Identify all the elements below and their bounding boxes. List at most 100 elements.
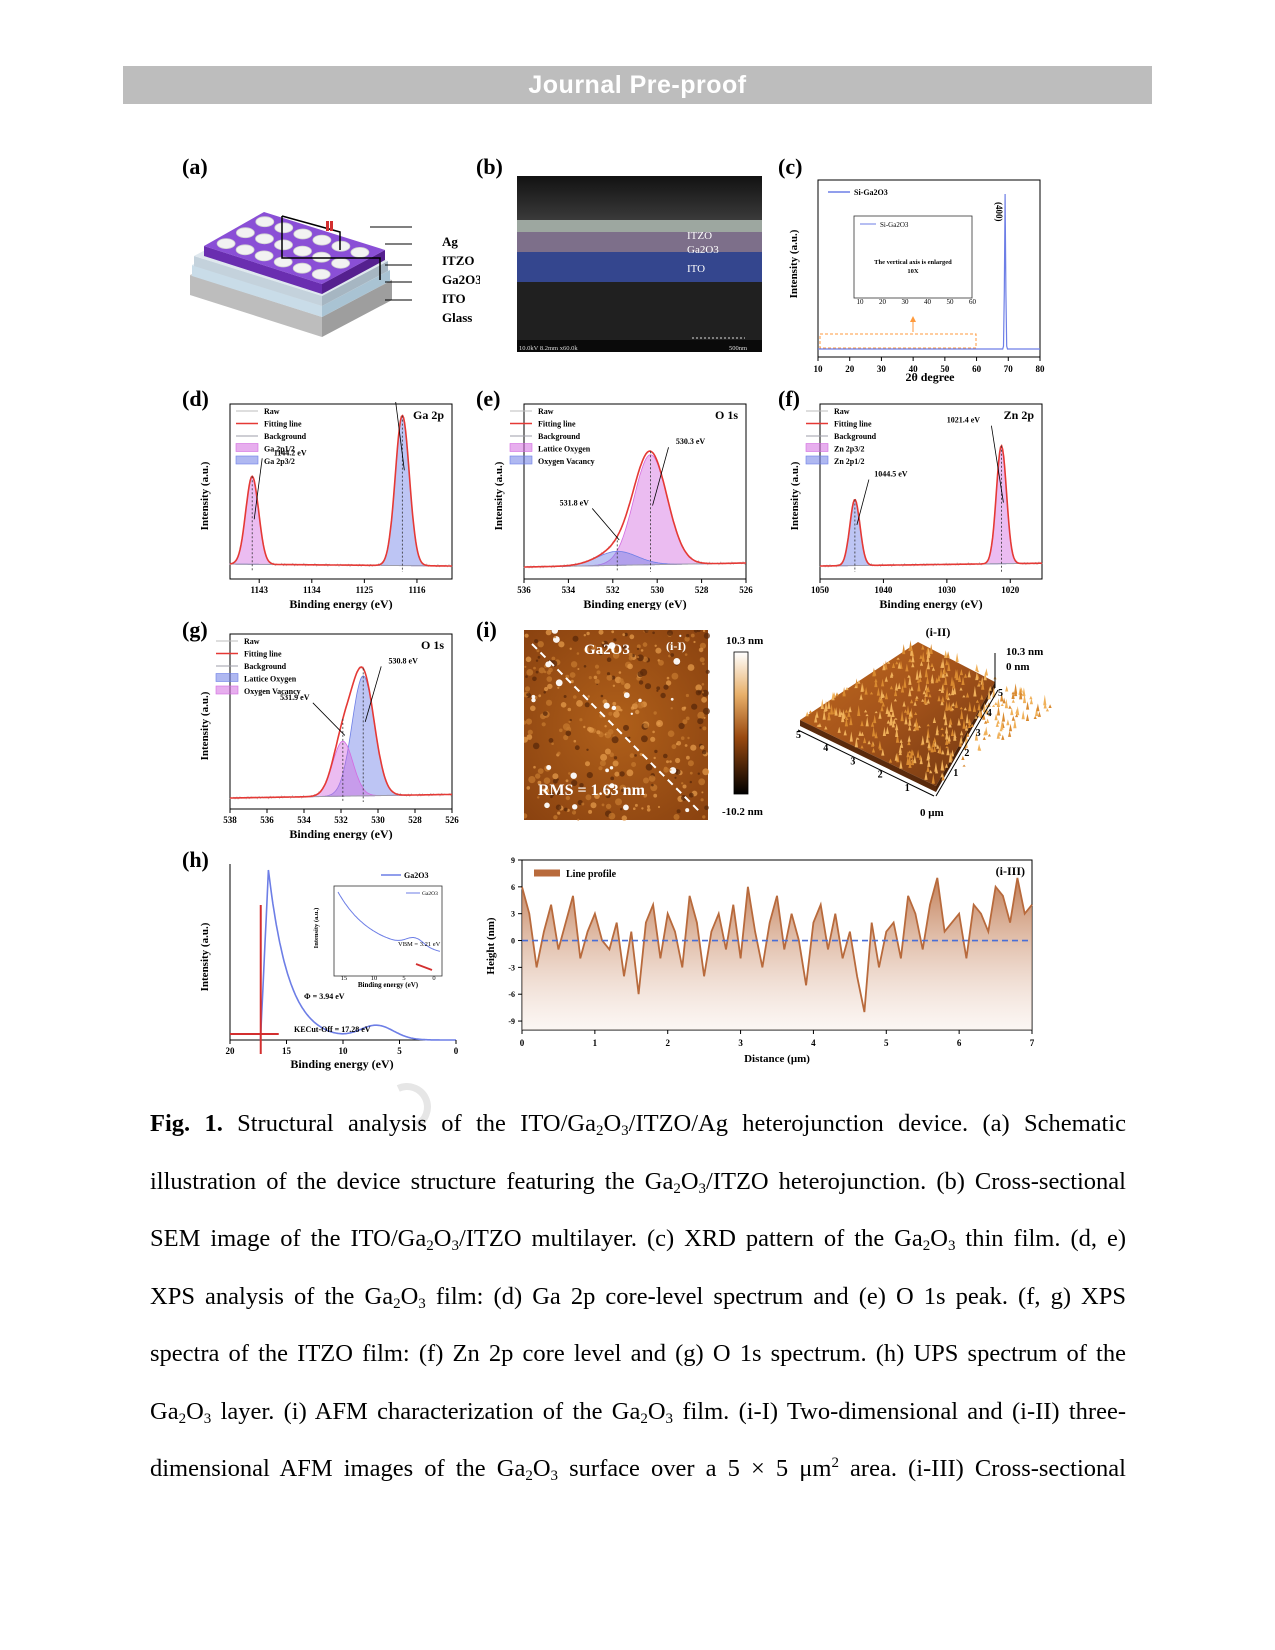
afm-grain bbox=[601, 803, 605, 807]
surface-spike bbox=[915, 669, 919, 680]
surface-spike bbox=[968, 718, 972, 726]
surface-spike bbox=[1015, 713, 1019, 718]
surface-spike bbox=[996, 705, 1001, 716]
afm-grain bbox=[583, 725, 586, 729]
afm-grain bbox=[685, 693, 689, 698]
axis-tick-label: 532 bbox=[606, 585, 620, 595]
surface-spike bbox=[872, 667, 876, 677]
legend-label: Oxygen Vacancy bbox=[244, 687, 301, 696]
afm-grain bbox=[619, 771, 625, 777]
afm-grain bbox=[576, 700, 583, 707]
axis-tick-label: 5 bbox=[397, 1046, 402, 1056]
afm-grain bbox=[701, 691, 704, 694]
caption-text: Structural analysis of the ITO/Ga bbox=[222, 1110, 596, 1137]
afm-grain bbox=[656, 720, 663, 727]
afm-grain bbox=[569, 647, 572, 650]
afm-grain bbox=[573, 739, 577, 743]
afm-grain bbox=[655, 647, 662, 654]
afm-grain bbox=[612, 760, 619, 767]
afm-grain bbox=[558, 641, 565, 648]
afm-grain bbox=[569, 672, 576, 678]
journal-preproof-banner: Journal Pre-proof bbox=[123, 66, 1152, 104]
surface-spike bbox=[940, 727, 944, 730]
afm-grain bbox=[525, 675, 528, 678]
surface-spike bbox=[894, 682, 898, 691]
surface-spike bbox=[922, 690, 926, 695]
surface-spike bbox=[978, 708, 982, 717]
surface-spike bbox=[950, 676, 954, 686]
afm-grain bbox=[687, 664, 695, 671]
panel-letter-c: (c) bbox=[778, 154, 803, 179]
afm-grain bbox=[545, 699, 553, 706]
surface-spike bbox=[1000, 720, 1004, 730]
surface-spike bbox=[908, 750, 912, 754]
annotation-arrow bbox=[856, 479, 870, 526]
ups-chart: Intensity (a.u.) Ga2O3 Ga2O3 VBM = 3.21 … bbox=[199, 864, 459, 1071]
surface-spike bbox=[857, 705, 861, 716]
h-ylabel: Intensity (a.u.) bbox=[199, 922, 211, 991]
h-legend: Ga2O3 bbox=[404, 871, 428, 880]
i3-ylabel: Height (nm) bbox=[485, 917, 497, 974]
surface-spike bbox=[944, 650, 948, 658]
surface-spike bbox=[930, 744, 934, 753]
caption-sub: 2 bbox=[922, 1238, 931, 1254]
afm-grain bbox=[538, 694, 542, 698]
ag-electrode bbox=[255, 233, 274, 245]
ag-electrode bbox=[254, 250, 274, 262]
afm-grain bbox=[591, 644, 597, 650]
afm-grain bbox=[536, 649, 540, 653]
sem-label-ito: ITO bbox=[687, 263, 705, 275]
legend-label: Ga 2p3/2 bbox=[264, 457, 295, 466]
afm-grain bbox=[606, 674, 613, 681]
axis-tick-label: 1 bbox=[593, 1038, 598, 1048]
caption-sub: 3 bbox=[451, 1238, 459, 1254]
afm-grain bbox=[560, 702, 567, 708]
afm-grain bbox=[577, 668, 580, 670]
peak-label: 530.3 eV bbox=[676, 437, 706, 446]
afm-grain bbox=[530, 705, 536, 712]
caption-text: O bbox=[400, 1282, 419, 1310]
surface-spike bbox=[898, 745, 902, 753]
afm-grain bbox=[552, 778, 558, 784]
surface-spike bbox=[925, 733, 929, 743]
surface-spike bbox=[863, 737, 867, 744]
annotation-arrow bbox=[253, 458, 263, 520]
surface-spike bbox=[914, 711, 918, 715]
afm-grain bbox=[647, 805, 650, 809]
afm-grain bbox=[609, 752, 614, 757]
surface-spike bbox=[961, 755, 965, 760]
surface-spike bbox=[860, 682, 864, 692]
surface-spike bbox=[994, 713, 998, 721]
surface-spike bbox=[977, 682, 981, 686]
surface-spike bbox=[842, 709, 846, 719]
afm-grain bbox=[579, 718, 583, 722]
legend-label: Background bbox=[244, 662, 287, 671]
surface-spike bbox=[924, 683, 928, 691]
legend-swatch bbox=[235, 443, 259, 452]
afm-grain bbox=[533, 666, 536, 670]
surface-spike bbox=[945, 686, 949, 698]
afm-grain bbox=[537, 641, 544, 648]
caption-text: film: (d) Ga 2p core-level spectrum and … bbox=[425, 1282, 1126, 1310]
surface-spike bbox=[951, 707, 955, 711]
legend-label: Raw bbox=[834, 407, 850, 416]
afm-grain bbox=[604, 725, 607, 728]
surface-spike bbox=[928, 693, 932, 698]
inset-tick-label: 15 bbox=[341, 975, 348, 982]
afm-grain bbox=[653, 793, 658, 798]
afm-grain bbox=[701, 683, 705, 686]
surface-spike bbox=[865, 716, 869, 727]
banner-text: Journal Pre-proof bbox=[528, 70, 747, 99]
surface-spike bbox=[984, 720, 988, 724]
afm-grain bbox=[686, 755, 690, 760]
surface-spike bbox=[918, 669, 922, 678]
surface-spike bbox=[963, 673, 968, 678]
surface-spike bbox=[913, 722, 917, 727]
legend-swatch bbox=[235, 455, 259, 465]
surface-spike bbox=[927, 758, 931, 767]
afm-grain bbox=[644, 683, 652, 690]
surface-spike bbox=[878, 711, 882, 719]
surface-spike bbox=[908, 716, 912, 726]
afm-scale-max: 10.3 nm bbox=[726, 635, 763, 647]
